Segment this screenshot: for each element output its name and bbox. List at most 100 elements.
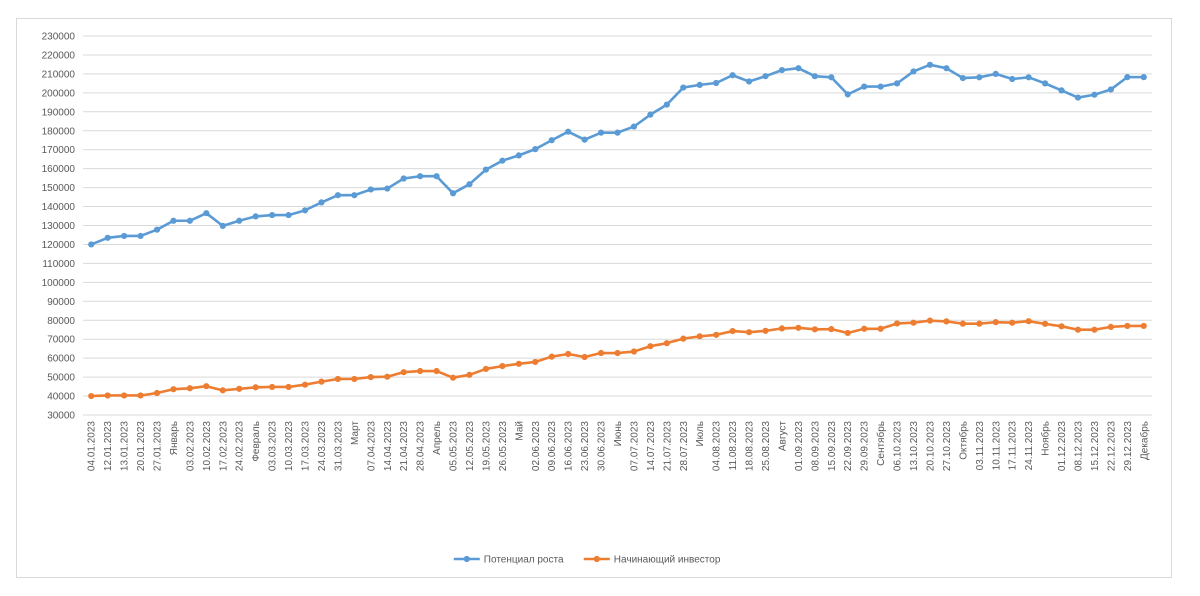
data-point <box>976 320 983 327</box>
x-tick-label: 15.12.2023 <box>1090 421 1101 471</box>
data-point <box>104 392 111 399</box>
data-point <box>400 369 407 376</box>
y-tick-label: 220000 <box>42 50 76 61</box>
data-point <box>499 157 506 164</box>
data-point <box>663 340 670 347</box>
y-tick-label: 30000 <box>47 411 75 422</box>
x-tick-label: 27.10.2023 <box>942 421 953 471</box>
y-axis-labels: 30000 40000 50000 60000 70000 80000 90000 10000… <box>42 32 76 422</box>
data-point <box>252 384 259 391</box>
data-point <box>1042 320 1049 327</box>
x-tick-label: Май <box>514 421 525 441</box>
x-tick-label: 20.10.2023 <box>925 421 936 471</box>
data-point <box>729 327 736 335</box>
x-tick-label: 08.12.2023 <box>1073 421 1084 471</box>
data-point <box>1107 323 1114 330</box>
data-point <box>992 70 999 77</box>
data-point <box>367 374 374 381</box>
data-point <box>745 78 753 85</box>
data-point <box>334 192 342 199</box>
y-tick-label: 170000 <box>42 145 76 156</box>
data-point <box>433 367 440 375</box>
data-point <box>811 73 818 80</box>
y-tick-label: 90000 <box>47 297 75 308</box>
y-tick-label: 80000 <box>47 316 75 327</box>
x-tick-label: 25.08.2023 <box>761 421 772 471</box>
data-point <box>943 318 950 325</box>
data-point <box>121 392 128 399</box>
y-tick-label: 40000 <box>47 392 75 403</box>
data-point <box>219 222 226 229</box>
data-point <box>88 241 95 248</box>
x-tick-label: 31.03.2023 <box>333 421 344 471</box>
data-point <box>1058 87 1065 94</box>
data-point <box>1009 319 1016 326</box>
data-point <box>186 217 193 224</box>
data-point <box>318 378 325 385</box>
data-point <box>828 326 835 333</box>
data-point <box>696 333 703 340</box>
x-tick-label: 13.01.2023 <box>120 421 131 471</box>
data-point <box>466 181 473 188</box>
data-point <box>1074 94 1082 101</box>
data-point <box>663 101 670 108</box>
x-tick-label: 09.06.2023 <box>547 421 558 471</box>
legend-item: Потенциал роста <box>453 555 564 566</box>
data-point <box>301 207 309 214</box>
x-tick-label: 08.09.2023 <box>810 421 821 471</box>
data-point <box>88 392 95 400</box>
x-tick-label: 11.08.2023 <box>728 421 739 471</box>
x-tick-label: Июнь <box>613 421 624 446</box>
data-point <box>1091 326 1098 333</box>
data-point <box>285 383 292 391</box>
data-point <box>515 360 522 367</box>
x-tick-label: 01.09.2023 <box>794 421 805 471</box>
data-point <box>203 383 210 390</box>
x-tick-label: 30.06.2023 <box>597 421 608 471</box>
data-point <box>614 349 621 357</box>
data-point <box>1025 74 1032 81</box>
data-point <box>449 190 457 197</box>
data-point <box>926 61 934 68</box>
data-point <box>1124 322 1131 330</box>
x-tick-label: Март <box>350 421 361 445</box>
data-point <box>1042 80 1049 87</box>
data-point <box>548 353 555 360</box>
x-tick-label: 17.02.2023 <box>218 421 229 471</box>
data-point <box>351 192 358 199</box>
data-point <box>910 68 917 75</box>
data-point <box>1140 74 1147 81</box>
data-point <box>992 319 999 326</box>
x-tick-label: 04.08.2023 <box>712 421 723 471</box>
x-tick-label: 29.12.2023 <box>1123 421 1134 471</box>
data-point <box>762 73 769 80</box>
x-tick-label: 27.01.2023 <box>153 421 164 471</box>
x-tick-label: 03.11.2023 <box>975 421 986 471</box>
data-point <box>153 389 161 397</box>
data-point <box>861 325 868 332</box>
data-point <box>630 348 638 355</box>
data-point <box>647 343 654 350</box>
x-tick-label: 07.04.2023 <box>366 421 377 471</box>
y-tick-label: 50000 <box>47 373 75 384</box>
x-tick-label: 05.05.2023 <box>449 421 460 471</box>
y-tick-label: 150000 <box>42 183 76 194</box>
data-point <box>1009 75 1016 83</box>
data-point <box>515 152 522 159</box>
data-point <box>680 335 687 342</box>
data-point <box>877 83 884 90</box>
x-tick-label: 03.02.2023 <box>185 421 196 471</box>
data-point <box>400 175 407 182</box>
x-tick-label: 28.04.2023 <box>416 421 427 471</box>
y-tick-label: 110000 <box>42 259 75 270</box>
y-tick-label: 160000 <box>42 164 76 175</box>
data-point <box>795 65 802 72</box>
legend-label: Начинающий инвестор <box>614 555 721 566</box>
data-point <box>680 84 687 91</box>
data-point <box>104 234 111 241</box>
y-tick-label: 70000 <box>47 335 75 346</box>
x-tick-label: 03.03.2023 <box>268 421 279 471</box>
data-point <box>811 326 818 333</box>
data-point <box>252 213 259 220</box>
data-point <box>367 186 374 193</box>
